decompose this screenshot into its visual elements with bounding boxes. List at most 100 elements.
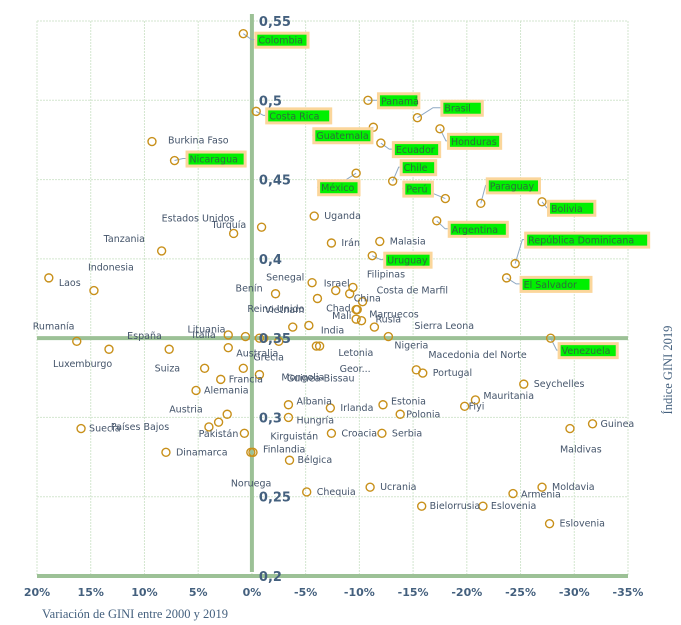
data-label: Seychelles xyxy=(534,379,585,390)
label-text: República Dominicana xyxy=(528,236,634,247)
data-point xyxy=(378,400,388,410)
label-text: Rusia xyxy=(376,315,402,326)
data-point xyxy=(259,333,269,343)
highlighted-data-label: Costa Rica xyxy=(265,107,333,125)
data-label: Noruega xyxy=(231,478,272,489)
data-label: Ucrania xyxy=(380,482,416,493)
leader-line xyxy=(372,255,384,261)
label-text: Lituania xyxy=(187,325,225,336)
label-text: Eslovenia xyxy=(560,519,605,530)
data-point xyxy=(284,455,295,465)
leader-line xyxy=(243,33,255,41)
data-label: Geor... xyxy=(340,364,371,375)
label-text: Maldivas xyxy=(560,445,602,456)
y-tick-label: 0,3 xyxy=(259,411,282,426)
label-text: Suecia xyxy=(89,424,121,435)
label-text: Mongolia xyxy=(281,373,324,384)
highlighted-data-label: Panamá xyxy=(376,92,421,110)
highlighted-data-label: Venezuela xyxy=(557,342,619,360)
label-text: Israel xyxy=(324,279,350,290)
label-text: Luxemburgo xyxy=(53,359,112,370)
label-text: Chequia xyxy=(317,487,356,498)
data-label: Tanzania xyxy=(103,234,145,245)
data-point xyxy=(375,236,385,247)
data-point xyxy=(302,487,312,497)
label-text: Costa de Marfil xyxy=(377,286,448,297)
highlighted-data-label: Ecuador xyxy=(391,141,442,159)
label-text: Polonia xyxy=(406,409,440,420)
data-label: Pakistán xyxy=(199,429,239,440)
label-text: Dinamarca xyxy=(176,447,228,458)
data-point xyxy=(311,341,322,351)
data-label: Senegal xyxy=(266,273,304,284)
data-point xyxy=(147,136,157,147)
data-label: Bélgica xyxy=(298,455,333,466)
data-point xyxy=(216,374,226,385)
data-point xyxy=(326,428,337,438)
label-text: Guatemala xyxy=(316,131,368,142)
data-label: Estonia xyxy=(391,397,426,408)
data-label: Burkina Faso xyxy=(168,136,229,147)
data-point xyxy=(314,341,325,351)
label-text: Vietnam xyxy=(265,305,305,316)
label-text: Guinea-Bissau xyxy=(287,373,355,384)
data-point xyxy=(376,138,386,148)
leader-line xyxy=(514,239,525,264)
label-text: Alemania xyxy=(204,385,249,396)
data-point xyxy=(223,330,233,340)
y-tick-label: 0,35 xyxy=(259,332,291,347)
data-point xyxy=(478,501,488,511)
data-label: Alemania xyxy=(204,385,249,396)
tick-labels: 0,2 0,25 0,3 0,35 0,4 0,45 0,5 0,55 20% 15% 10% 5% 0… xyxy=(24,15,644,599)
label-text: Chad xyxy=(326,304,351,315)
data-label: Grecia xyxy=(253,352,284,363)
data-point xyxy=(204,422,214,432)
label-text: Guinea xyxy=(601,419,635,430)
data-label: Italia xyxy=(192,330,215,341)
data-label: Reino Unido xyxy=(247,304,304,315)
label-text: Rumanía xyxy=(33,321,75,332)
data-label: Chad xyxy=(326,304,351,315)
data-point xyxy=(246,447,256,458)
highlighted-data-label: Nicaragua xyxy=(185,150,247,168)
leader-line xyxy=(174,158,186,162)
data-point xyxy=(440,193,451,204)
x-tick-label: 0% xyxy=(243,586,262,599)
data-point xyxy=(213,417,224,427)
x-tick-label: -25% xyxy=(505,586,536,599)
x-tick-label: -15% xyxy=(398,586,429,599)
data-point xyxy=(238,363,249,373)
data-point xyxy=(283,400,294,410)
data-point xyxy=(587,419,598,429)
label-highlight-fill xyxy=(405,183,431,195)
x-tick-label: 15% xyxy=(78,586,104,599)
data-point xyxy=(412,113,423,123)
label-highlight-fill xyxy=(550,202,594,214)
data-point xyxy=(228,228,239,239)
data-point xyxy=(72,336,82,347)
data-label: Mongolia xyxy=(281,373,324,384)
data-label: Letonia xyxy=(338,348,373,359)
label-text: Nicaragua xyxy=(190,155,238,166)
data-point xyxy=(351,314,361,324)
data-label: Guinea xyxy=(601,419,635,430)
data-point xyxy=(44,273,54,283)
data-points xyxy=(44,28,598,529)
data-point xyxy=(508,488,518,499)
label-text: España xyxy=(127,331,162,342)
data-label: Suecia xyxy=(89,424,121,435)
data-label: Israel xyxy=(324,279,350,290)
label-text: Ecuador xyxy=(396,145,435,156)
data-point xyxy=(309,211,319,221)
label-text: Malasia xyxy=(390,236,426,247)
label-text: El Salvador xyxy=(524,280,577,291)
label-highlight-fill xyxy=(560,345,616,357)
label-text: Tanzania xyxy=(103,234,145,245)
label-text: Irlanda xyxy=(340,403,373,414)
data-point xyxy=(377,428,387,438)
y-axis-title: Índice GINI 2019 xyxy=(661,326,675,415)
x-axis-title: Variación de GINI entre 2000 y 2019 xyxy=(42,607,228,621)
data-point xyxy=(363,95,373,105)
x-tick-label: -30% xyxy=(559,586,590,599)
data-label: Armenia xyxy=(521,490,561,501)
